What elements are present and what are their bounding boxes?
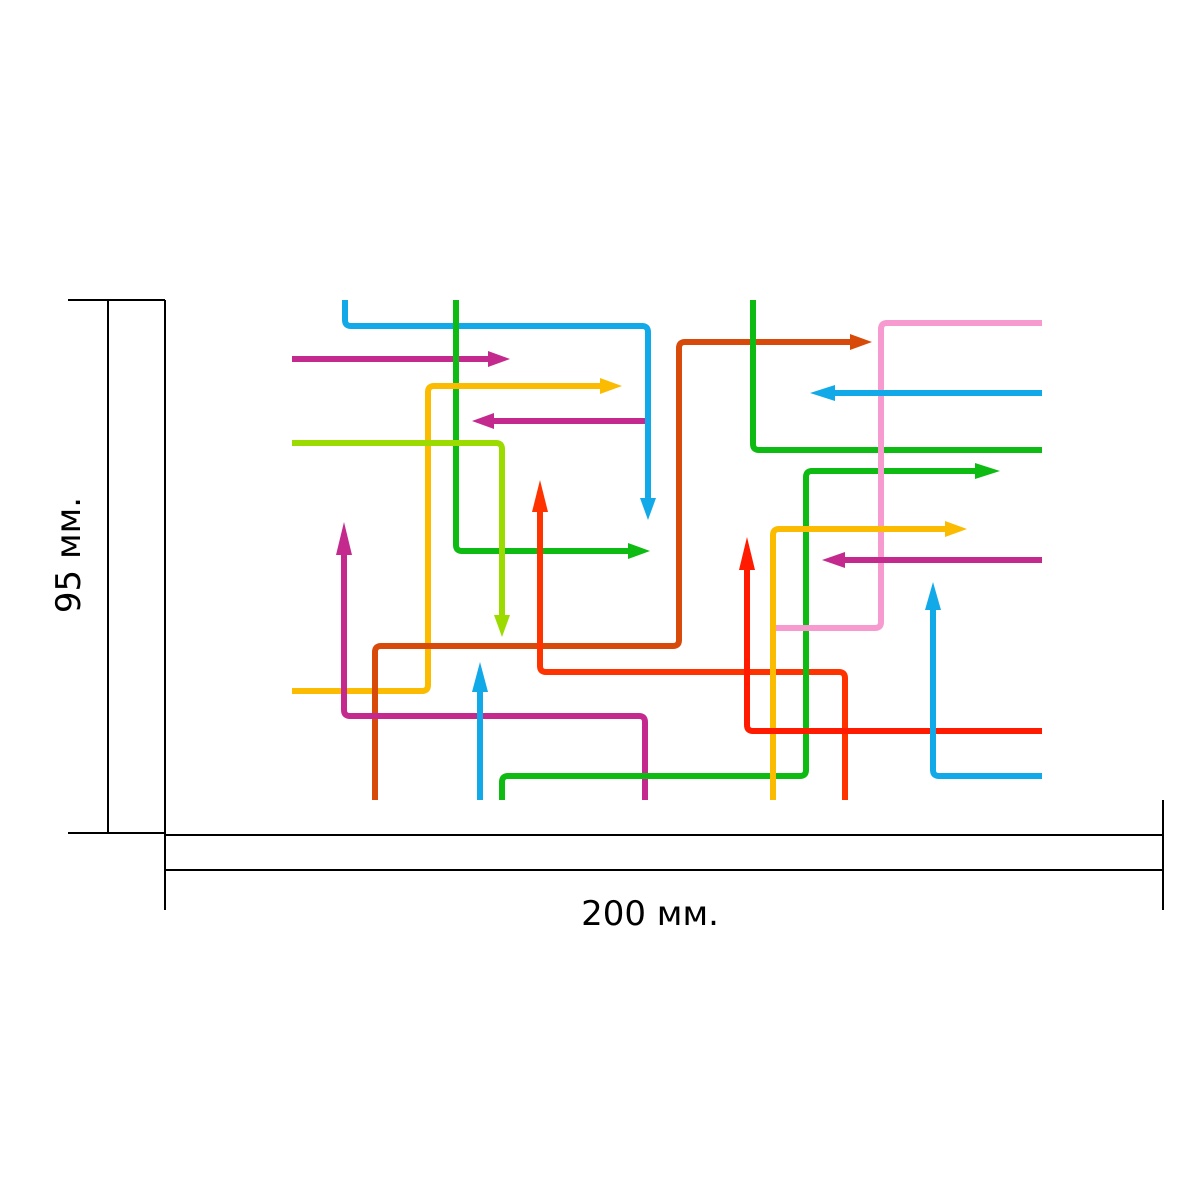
width-label: 200 мм.: [581, 894, 719, 934]
artwork: [292, 300, 1042, 800]
dimension-lines: [68, 299, 1164, 910]
height-label: 95 мм.: [49, 497, 89, 613]
